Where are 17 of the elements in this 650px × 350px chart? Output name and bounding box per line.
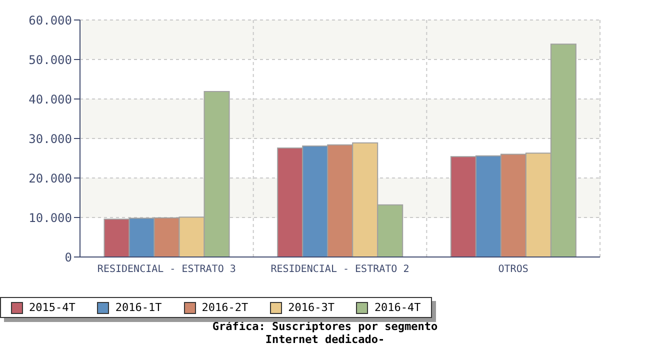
x-tick-label: RESIDENCIAL - ESTRATO 3: [97, 264, 236, 276]
y-tick-label: 60.000: [28, 13, 72, 28]
legend-label: 2016-3T: [287, 301, 334, 314]
y-tick-label: 20.000: [28, 171, 72, 186]
x-tick-label: OTROS: [498, 264, 528, 276]
y-tick-label: 0: [64, 250, 72, 264]
text: Gráfica: Suscriptores por segmento: [211, 320, 439, 333]
legend-label: 2016-4T: [373, 301, 421, 314]
x-tick-label: RESIDENCIAL - ESTRATO 2: [270, 264, 410, 276]
y-tick-label: 40.000: [28, 92, 72, 106]
y-tick-label: 30.000: [28, 132, 72, 146]
legend-label: 2016-1T: [114, 301, 162, 314]
y-tick-label: 10.000: [28, 210, 72, 225]
legend-label: 2016-2T: [200, 301, 248, 314]
text: Internet dedicado-: [264, 333, 386, 346]
y-tick-label: 50.000: [28, 52, 72, 67]
legend-label: 2015-4T: [28, 301, 76, 314]
